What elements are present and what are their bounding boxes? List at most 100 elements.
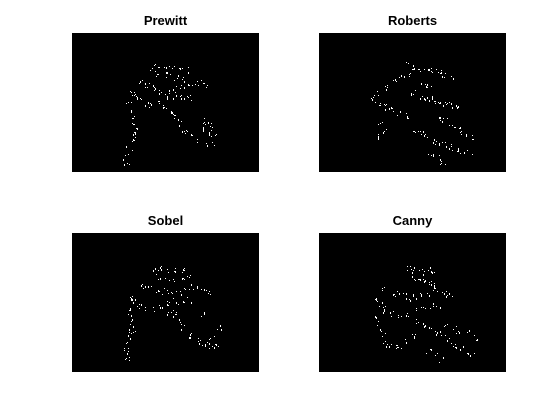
edge-pixel — [421, 83, 422, 84]
edge-pixel — [431, 349, 432, 351]
edge-pixel — [384, 104, 385, 105]
edge-pixel — [433, 154, 434, 156]
edge-pixel — [413, 131, 414, 132]
edge-pixel — [158, 290, 159, 292]
edge-pixel — [135, 132, 136, 134]
edge-pixel — [427, 97, 428, 99]
edge-pixel — [184, 279, 185, 280]
edge-pixel — [129, 332, 130, 333]
edge-pixel — [211, 130, 212, 131]
edge-pixel — [385, 333, 386, 334]
edge-pixel — [203, 127, 204, 129]
edge-pixel — [415, 334, 416, 335]
edge-pixel — [206, 87, 207, 88]
edge-pixel — [434, 139, 435, 141]
edge-pixel — [181, 85, 182, 86]
edge-pixel — [175, 268, 176, 269]
edge-pixel — [429, 282, 430, 283]
edge-pixel — [442, 292, 443, 293]
edge-pixel — [188, 67, 189, 68]
edge-pixel — [470, 355, 471, 357]
edge-pixel — [181, 98, 182, 100]
edge-pixel — [173, 90, 174, 91]
edge-pixel — [375, 316, 376, 318]
edge-pixel — [414, 279, 415, 280]
edge-pixel — [393, 311, 394, 312]
edge-pixel — [377, 301, 378, 302]
edge-pixel — [434, 101, 435, 102]
edge-pixel — [124, 164, 125, 166]
subplot-sobel: Sobel — [72, 214, 259, 374]
edge-pixel — [459, 128, 460, 129]
edge-pixel — [145, 87, 146, 88]
edge-pixel — [127, 353, 128, 355]
edge-pixel — [187, 131, 188, 132]
edge-pixel — [397, 347, 398, 348]
edge-pixel — [431, 328, 432, 329]
edge-pixel — [172, 68, 173, 69]
edge-pixel — [197, 81, 198, 82]
edge-pixel — [378, 138, 379, 140]
edge-pixel — [382, 288, 383, 289]
edge-pixel — [192, 135, 193, 136]
edge-image-sobel — [72, 233, 259, 372]
edge-image-roberts — [319, 33, 506, 172]
edge-pixel — [398, 315, 399, 316]
edge-pixel — [424, 281, 425, 283]
edge-pixel — [416, 323, 417, 324]
edge-pixel — [444, 326, 445, 327]
edge-pixel — [411, 95, 412, 96]
edge-pixel — [128, 348, 129, 349]
edge-pixel — [441, 70, 442, 71]
edge-pixel — [200, 340, 201, 341]
edge-pixel — [430, 267, 431, 269]
edge-pixel — [129, 164, 130, 165]
edge-pixel — [415, 132, 416, 133]
edge-pixel — [412, 276, 413, 277]
edge-pixel — [377, 91, 378, 92]
edge-pixel — [163, 105, 164, 106]
edge-pixel — [148, 286, 149, 287]
edge-pixel — [167, 72, 168, 74]
edge-pixel — [167, 314, 168, 316]
edge-pixel — [383, 307, 384, 308]
edge-pixel — [173, 98, 174, 100]
edge-pixel — [184, 81, 185, 83]
edge-pixel — [446, 147, 447, 148]
edge-pixel — [197, 139, 198, 140]
edge-pixel — [460, 153, 461, 154]
edge-pixel — [418, 322, 419, 323]
edge-pixel — [175, 115, 176, 116]
edge-pixel — [423, 274, 424, 276]
edge-pixel — [382, 290, 383, 291]
edge-pixel — [155, 268, 156, 269]
edge-pixel — [174, 271, 175, 272]
edge-pixel — [455, 344, 456, 345]
edge-pixel — [204, 314, 205, 315]
edge-pixel — [132, 299, 133, 301]
edge-pixel — [392, 108, 393, 109]
edge-pixel — [159, 90, 160, 91]
edge-pixel — [399, 77, 400, 78]
edge-pixel — [175, 92, 176, 93]
edge-pixel — [476, 340, 477, 341]
edge-pixel — [384, 310, 385, 312]
edge-pixel — [439, 155, 440, 156]
edge-pixel — [378, 134, 379, 135]
edge-pixel — [467, 353, 468, 354]
edge-pixel — [393, 80, 394, 81]
edge-pixel — [406, 342, 407, 344]
edge-map-roberts — [371, 62, 474, 165]
edge-pixel — [407, 266, 408, 267]
edge-pixel — [133, 326, 134, 328]
edge-pixel — [157, 74, 158, 75]
edge-pixel — [131, 111, 132, 113]
edge-pixel — [414, 267, 415, 269]
edge-pixel — [159, 103, 160, 104]
edge-pixel — [440, 307, 441, 309]
edge-pixel — [446, 104, 447, 105]
edge-pixel — [125, 155, 126, 156]
edge-pixel — [191, 284, 192, 286]
edge-pixel — [182, 131, 183, 133]
edge-map-canny — [375, 266, 478, 363]
